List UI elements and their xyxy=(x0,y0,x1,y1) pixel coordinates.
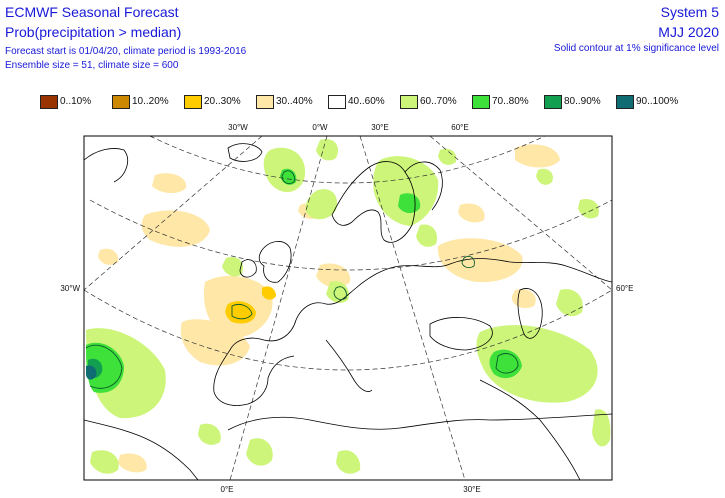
legend-swatch xyxy=(472,95,490,109)
graticule xyxy=(84,136,612,480)
forecast-info: Forecast start is 01/04/20, climate peri… xyxy=(5,46,247,57)
map-frame xyxy=(83,135,613,481)
legend-swatch xyxy=(256,95,274,109)
contour-note: Solid contour at 1% significance level xyxy=(553,43,719,54)
bottom-label-0e: 0°E xyxy=(221,485,234,494)
legend-swatch xyxy=(184,95,202,109)
legend-label: 10..20% xyxy=(132,96,169,107)
top-label-0w: 0°W xyxy=(312,123,328,132)
period-label: MJJ 2020 xyxy=(658,24,719,40)
legend-swatch xyxy=(112,95,130,109)
legend-label: 0..10% xyxy=(60,96,92,107)
legend-label: 70..80% xyxy=(492,96,529,107)
legend-swatch xyxy=(40,95,58,109)
top-label-60e: 60°E xyxy=(451,123,468,132)
bottom-label-30e: 30°E xyxy=(463,485,480,494)
ensemble-info: Ensemble size = 51, climate size = 600 xyxy=(5,60,179,71)
right-label-60e: 60°E xyxy=(616,284,633,293)
legend-label: 20..30% xyxy=(204,96,241,107)
legend-label: 60..70% xyxy=(420,96,457,107)
system-label: System 5 xyxy=(660,4,719,20)
legend-label: 80..90% xyxy=(564,96,601,107)
top-label-30e: 30°E xyxy=(371,123,388,132)
significance-contours xyxy=(85,170,519,389)
coastlines xyxy=(84,143,612,480)
top-label-30w: 30°W xyxy=(228,123,248,132)
legend-label: 90..100% xyxy=(636,96,679,107)
legend-label: 40..60% xyxy=(348,96,385,107)
map-subtitle: Prob(precipitation > median) xyxy=(5,24,182,40)
left-label-30w: 30°W xyxy=(60,284,80,293)
legend-swatch xyxy=(544,95,562,109)
legend-swatch xyxy=(328,95,346,109)
legend-swatch xyxy=(616,95,634,109)
probability-field xyxy=(84,136,612,480)
legend-label: 30..40% xyxy=(276,96,313,107)
map-title: ECMWF Seasonal Forecast xyxy=(5,4,179,20)
legend-swatch xyxy=(400,95,418,109)
